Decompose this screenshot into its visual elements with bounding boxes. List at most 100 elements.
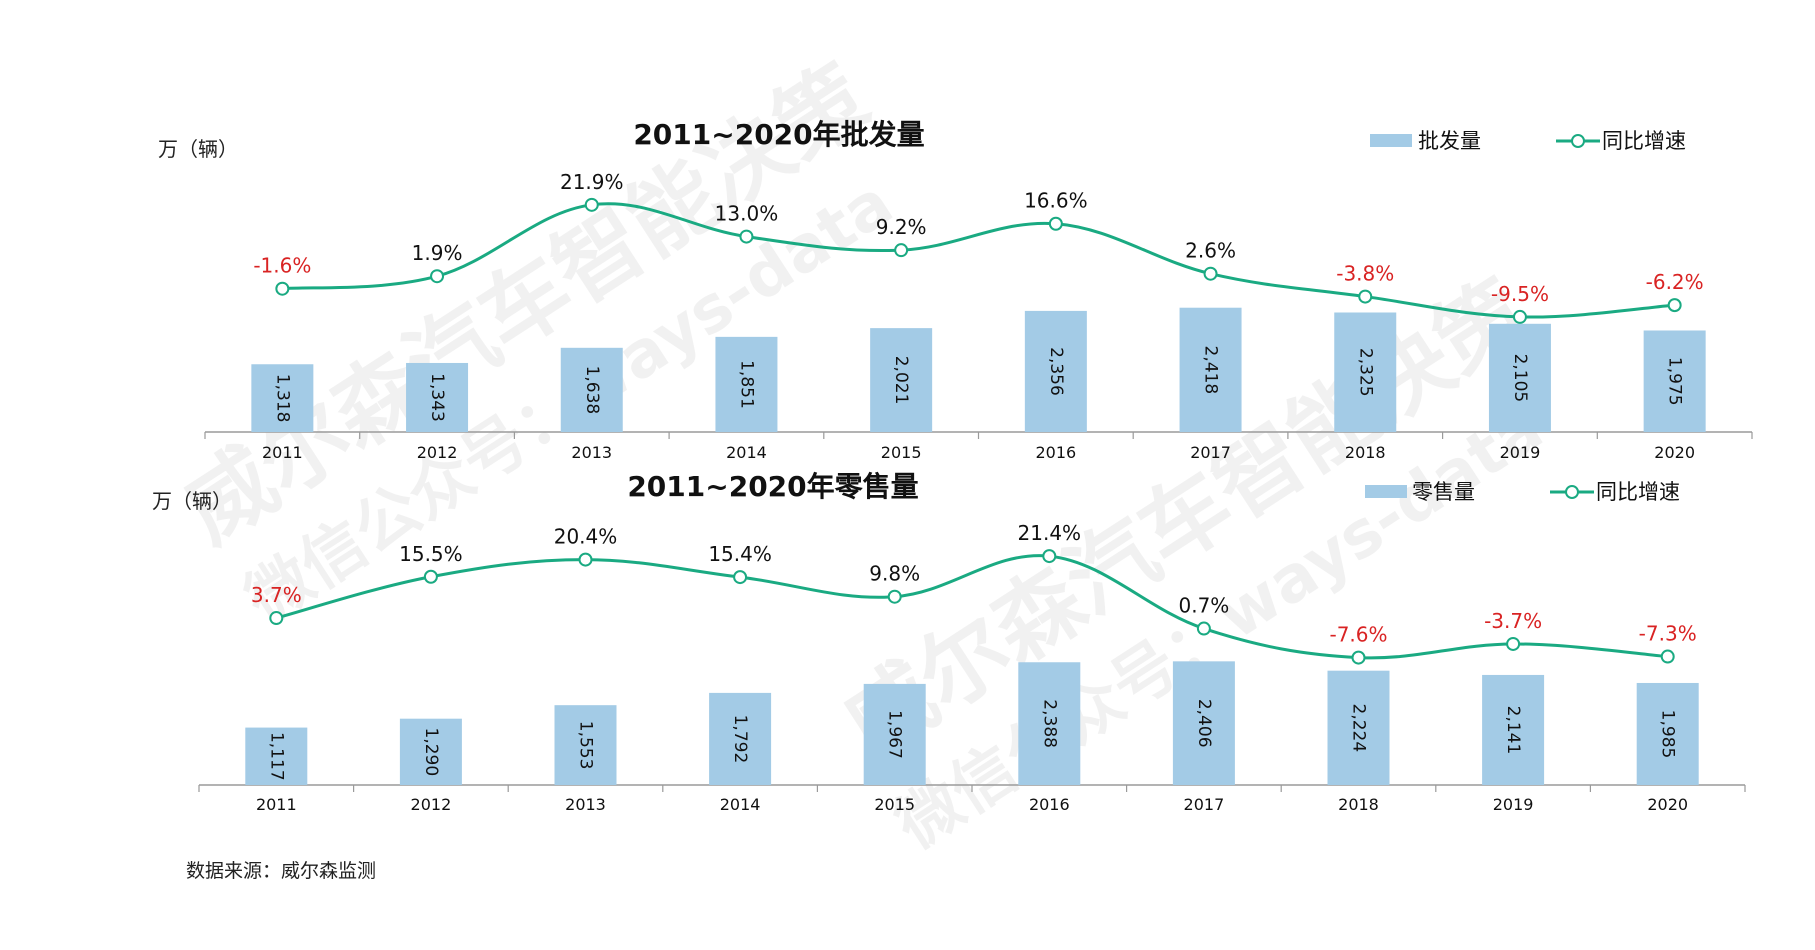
growth-value-label: 9.2% [876,215,927,239]
growth-value-label: -3.8% [1336,262,1394,286]
bar-value-label: 1,985 [1658,710,1678,759]
bar [1334,312,1397,432]
legend-line-label: 同比增速 [1596,480,1680,504]
bar [1018,662,1081,785]
growth-point [1512,309,1527,324]
x-tick-label: 2013 [571,443,612,462]
x-tick-label: 2018 [1338,795,1379,814]
growth-point [1048,216,1063,231]
bar [1636,682,1699,785]
growth-point [894,243,909,258]
x-tick-label: 2014 [720,795,761,814]
x-tick-label: 2016 [1029,795,1070,814]
bar [709,692,772,785]
growth-value-label: 3.7% [251,583,302,607]
growth-point [1351,650,1366,665]
growth-point [423,569,438,584]
growth-value-label: 21.9% [560,170,624,194]
growth-value-label: 16.6% [1024,189,1088,213]
x-tick-label: 2020 [1647,795,1688,814]
bar-value-label: 1,638 [582,366,602,415]
x-tick-label: 2015 [881,443,922,462]
bar [1172,661,1235,785]
bar-value-label: 2,105 [1510,354,1530,403]
growth-value-label: -7.3% [1639,622,1697,646]
bar-value-label: 1,553 [576,721,596,770]
y-axis-unit: 万（辆） [158,137,238,161]
bar-value-label: 1,792 [730,715,750,764]
x-tick-label: 2012 [417,443,458,462]
growth-point [1042,549,1057,564]
bar [1327,670,1390,785]
legend-bar-label: 零售量 [1412,480,1475,504]
bar-value-label: 1,967 [885,710,905,759]
bar [870,328,933,432]
bar [1488,323,1551,432]
growth-point [733,570,748,585]
bar [863,683,926,785]
bar [406,362,469,432]
bar-value-label: 2,418 [1201,346,1221,395]
growth-value-label: 15.5% [399,542,463,566]
bar-value-label: 2,388 [1039,699,1059,748]
growth-point [887,589,902,604]
x-tick-label: 2020 [1654,443,1695,462]
bar [560,347,623,432]
retail-chart: 2011~2020年零售量 万（辆） 零售量 同比增速 2011 2012 2013… [152,470,1746,814]
growth-value-label: -9.5% [1491,282,1549,306]
growth-value-label: 21.4% [1018,521,1082,545]
growth-value-label: 20.4% [554,525,618,549]
x-tick-label: 2017 [1184,795,1225,814]
bar [399,718,462,785]
bar-value-label: 2,325 [1355,348,1375,397]
growth-point [1660,649,1675,664]
chart-title: 2011~2020年批发量 [633,118,924,151]
legend-line-label: 同比增速 [1602,129,1686,153]
growth-value-label: 15.4% [708,542,772,566]
growth-line [282,202,1675,319]
bar-value-label: 2,021 [891,356,911,405]
growth-point [275,281,290,296]
legend: 零售量 同比增速 [1365,480,1680,504]
growth-point [1667,298,1682,313]
x-tick-label: 2016 [1035,443,1076,462]
growth-point [1358,289,1373,304]
growth-point [269,611,284,626]
x-tick-label: 2015 [874,795,915,814]
growth-value-label: -1.6% [253,254,311,278]
growth-point [1506,636,1521,651]
x-tick-label: 2018 [1345,443,1386,462]
growth-point [1196,621,1211,636]
x-tick-label: 2011 [262,443,303,462]
growth-value-label: 9.8% [869,562,920,586]
x-tick-label: 2014 [726,443,767,462]
legend-bar-label: 批发量 [1418,129,1481,153]
x-tick-label: 2019 [1500,443,1541,462]
growth-value-label: -6.2% [1646,270,1704,294]
legend-bar-swatch [1370,134,1412,147]
bar [1179,307,1242,432]
bar [1643,330,1706,432]
growth-point [430,269,445,284]
bar-value-label: 1,851 [736,360,756,409]
data-source-note: 数据来源：威尔森监测 [186,860,376,882]
growth-point [584,197,599,212]
wholesale-chart: 2011~2020年批发量 万（辆） 批发量 同比增速 2011 2012 2013… [158,118,1753,462]
bar [1482,674,1545,785]
growth-point [578,552,593,567]
bar-value-label: 1,343 [427,373,447,422]
growth-line [275,554,1668,660]
x-tick-label: 2017 [1190,443,1231,462]
bar-value-label: 1,975 [1665,357,1685,406]
legend-bar-swatch [1365,485,1407,498]
bar [1024,310,1087,432]
x-tick-label: 2011 [256,795,297,814]
growth-value-label: -7.6% [1329,623,1387,647]
bar [245,727,308,785]
growth-value-label: 0.7% [1178,594,1229,618]
legend-line-marker [1571,134,1585,148]
bar [554,705,617,785]
growth-point [1203,266,1218,281]
bar [251,364,314,432]
